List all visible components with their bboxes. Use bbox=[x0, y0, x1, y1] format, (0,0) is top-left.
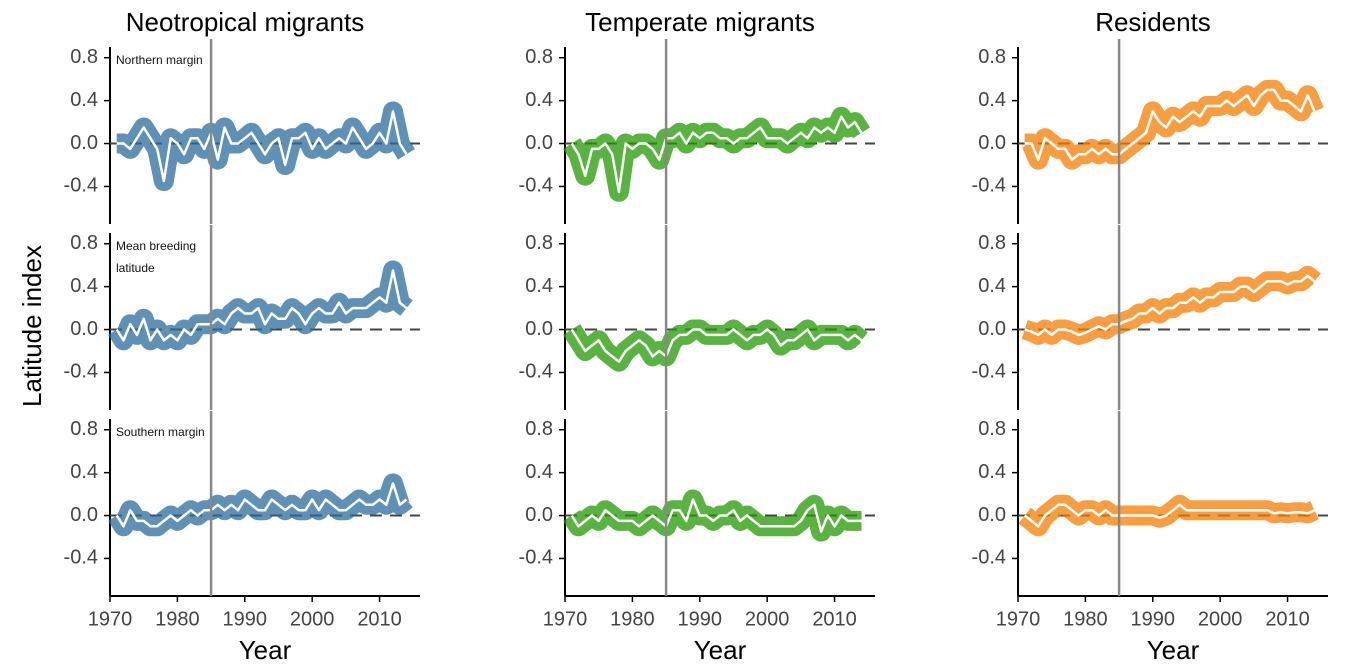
y-tick-label: -0.4 bbox=[64, 361, 98, 383]
y-tick-label: 0.0 bbox=[525, 132, 553, 154]
y-tick-label: -0.4 bbox=[519, 361, 553, 383]
x-tick-label: 1970 bbox=[543, 608, 588, 630]
y-tick-label: 0.4 bbox=[70, 461, 98, 483]
panel: Residents -0.4 0.0 0.4 0.8 bbox=[972, 7, 1328, 224]
annotation-text: Southern margin bbox=[116, 425, 205, 439]
panel: Temperate migrants -0.4 0.0 0.4 0.8 bbox=[519, 7, 875, 224]
y-tick-label: 0.4 bbox=[70, 275, 98, 297]
x-axis-label: Year bbox=[239, 635, 292, 665]
y-tick-label: 0.0 bbox=[70, 132, 98, 154]
series-line bbox=[115, 482, 408, 528]
series-band bbox=[1021, 79, 1324, 170]
panel: -0.4 0.0 0.4 0.8 1970 1980 1990 2000 2010 Year bbox=[972, 411, 1328, 665]
series-band bbox=[563, 106, 870, 202]
x-tick-label: 2000 bbox=[1198, 608, 1243, 630]
x-axis-label: Year bbox=[694, 635, 747, 665]
y-tick-label: 0.0 bbox=[525, 318, 553, 340]
y-tick-label: 0.8 bbox=[978, 418, 1006, 440]
y-tick-label: -0.4 bbox=[972, 547, 1006, 569]
y-tick-label: 0.0 bbox=[978, 132, 1006, 154]
y-tick-label: 0.4 bbox=[70, 89, 98, 111]
x-tick-label: 1970 bbox=[88, 608, 133, 630]
series-line bbox=[570, 328, 863, 363]
series-line bbox=[1023, 503, 1316, 528]
y-tick-label: -0.4 bbox=[64, 547, 98, 569]
annotation-text: Mean breeding latitude bbox=[116, 239, 197, 275]
y-tick-label: 0.0 bbox=[525, 504, 553, 526]
panel: -0.4 0.0 0.4 0.8 bbox=[972, 225, 1328, 410]
y-tick-label: 0.4 bbox=[525, 461, 553, 483]
x-tick-label: 1980 bbox=[155, 608, 200, 630]
panel: -0.4 0.0 0.4 0.8 1970 1980 1990 2000 2010 Year Sou… bbox=[64, 411, 420, 665]
panel-title: Residents bbox=[1095, 7, 1211, 37]
series-line bbox=[115, 269, 408, 342]
x-tick-label: 2010 bbox=[1265, 608, 1310, 630]
y-tick-label: -0.4 bbox=[972, 361, 1006, 383]
x-tick-label: 1970 bbox=[996, 608, 1041, 630]
panel: -0.4 0.0 0.4 0.8 bbox=[519, 225, 875, 410]
y-tick-label: 0.8 bbox=[978, 46, 1006, 68]
y-tick-label: 0.0 bbox=[978, 504, 1006, 526]
y-tick-label: -0.4 bbox=[64, 175, 98, 197]
y-tick-label: 0.4 bbox=[978, 89, 1006, 111]
y-tick-label: 0.4 bbox=[525, 275, 553, 297]
y-tick-label: 0.8 bbox=[70, 46, 98, 68]
x-tick-label: 2000 bbox=[290, 608, 335, 630]
series-line bbox=[1024, 88, 1316, 161]
annotation: Southern margin bbox=[116, 425, 205, 439]
y-tick-label: 0.4 bbox=[978, 275, 1006, 297]
x-axis-label: Year bbox=[1147, 635, 1200, 665]
x-tick-label: 2010 bbox=[812, 608, 857, 630]
y-tick-label: 0.4 bbox=[525, 89, 553, 111]
x-tick-label: 1980 bbox=[610, 608, 655, 630]
y-axis-label: Latitude index bbox=[17, 245, 47, 407]
x-tick-label: 1980 bbox=[1063, 608, 1108, 630]
panel: -0.4 0.0 0.4 0.8 Mean breeding latitude bbox=[64, 225, 420, 410]
y-tick-label: 0.4 bbox=[978, 461, 1006, 483]
x-tick-label: 2010 bbox=[357, 608, 402, 630]
y-tick-label: -0.4 bbox=[519, 175, 553, 197]
y-tick-label: 0.0 bbox=[978, 318, 1006, 340]
y-tick-label: 0.8 bbox=[70, 418, 98, 440]
y-tick-label: 0.8 bbox=[525, 46, 553, 68]
y-tick-label: -0.4 bbox=[519, 547, 553, 569]
y-tick-label: 0.0 bbox=[70, 318, 98, 340]
annotation: Mean breeding latitude bbox=[116, 239, 197, 275]
annotation-text: Northern margin bbox=[116, 53, 203, 67]
series-line bbox=[116, 110, 408, 183]
x-tick-label: 1990 bbox=[678, 608, 723, 630]
series-band bbox=[108, 473, 413, 537]
panel-title: Temperate migrants bbox=[585, 7, 815, 37]
series-line bbox=[1024, 274, 1316, 337]
x-tick-label: 1990 bbox=[1131, 608, 1176, 630]
y-tick-label: -0.4 bbox=[972, 175, 1006, 197]
y-tick-label: 0.8 bbox=[525, 418, 553, 440]
y-tick-label: 0.8 bbox=[525, 232, 553, 254]
panel-title: Neotropical migrants bbox=[126, 7, 364, 37]
x-tick-label: 1990 bbox=[223, 608, 268, 630]
series-line bbox=[570, 115, 863, 194]
annotation: Northern margin bbox=[116, 53, 203, 67]
y-tick-label: 0.0 bbox=[70, 504, 98, 526]
x-tick-label: 2000 bbox=[745, 608, 790, 630]
panel: -0.4 0.0 0.4 0.8 1970 1980 1990 2000 2010 Year bbox=[519, 411, 875, 665]
panel: Neotropical migrants -0.4 0.0 0.4 0.8 Norther… bbox=[64, 7, 420, 224]
series-line bbox=[570, 498, 862, 533]
y-tick-label: 0.8 bbox=[70, 232, 98, 254]
series-band bbox=[1021, 265, 1321, 345]
y-tick-label: 0.8 bbox=[978, 232, 1006, 254]
